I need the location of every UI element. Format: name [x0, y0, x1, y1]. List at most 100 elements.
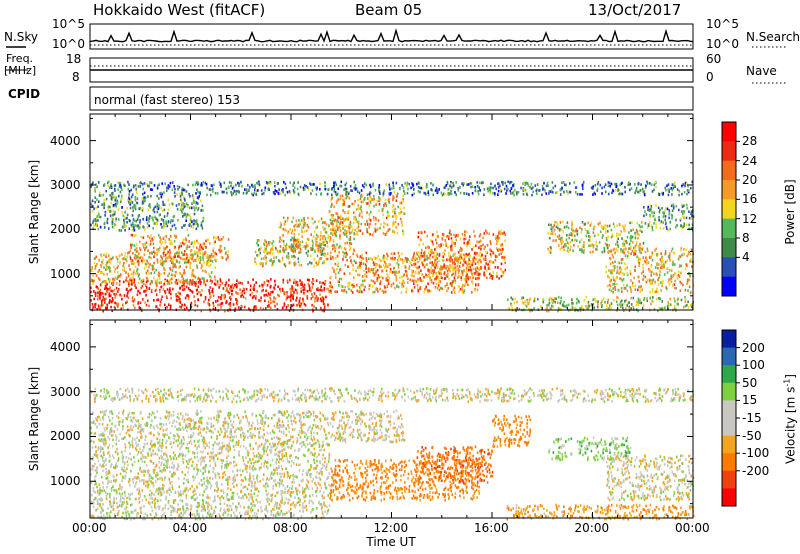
scatter-cell	[417, 260, 419, 264]
scatter-cell	[256, 239, 259, 242]
scatter-cell	[283, 249, 285, 252]
scatter-cell	[235, 285, 238, 289]
scatter-cell	[379, 287, 381, 291]
scatter-cell	[597, 302, 599, 306]
scatter-cell	[281, 256, 284, 260]
scatter-cell	[545, 184, 548, 188]
scatter-cell	[642, 242, 645, 245]
scatter-cell	[651, 228, 654, 232]
scatter-cell	[383, 204, 385, 207]
scatter-cell	[385, 216, 388, 220]
scatter-cell	[241, 184, 243, 188]
scatter-cell	[108, 288, 110, 291]
scatter-cell	[622, 242, 624, 246]
scatter-cell	[677, 274, 680, 277]
scatter-cell	[603, 249, 606, 252]
scatter-cell	[495, 235, 497, 238]
scatter-cell	[317, 260, 320, 263]
scatter-cell	[202, 216, 205, 220]
scatter-cell	[330, 275, 332, 279]
scatter-cell	[608, 288, 611, 291]
scatter-cell	[210, 281, 213, 285]
scatter-cell	[191, 291, 194, 294]
scatter-cell	[491, 277, 494, 280]
scatter-cell	[352, 282, 355, 286]
scatter-cell	[184, 223, 186, 227]
scatter-cell	[392, 205, 394, 208]
scatter-cell	[169, 256, 172, 259]
scatter-cell	[128, 193, 131, 196]
scatter-cell	[342, 231, 345, 235]
scatter-cell	[567, 303, 570, 307]
scatter-cell	[163, 247, 165, 251]
scatter-cell	[108, 299, 111, 302]
scatter-cell	[138, 257, 140, 260]
scatter-cell	[214, 278, 217, 282]
scatter-cell	[574, 306, 577, 310]
scatter-cell	[140, 286, 142, 290]
scatter-cell	[498, 236, 501, 240]
scatter-cell	[220, 294, 223, 297]
scatter-cell	[109, 286, 111, 289]
scatter-cell	[214, 251, 217, 255]
scatter-cell	[614, 279, 616, 283]
scatter-cell	[516, 192, 518, 196]
scatter-cell	[170, 239, 172, 243]
scatter-cell	[294, 244, 297, 247]
scatter-cell	[354, 215, 357, 219]
scatter-cell	[119, 275, 121, 278]
scatter-cell	[244, 305, 246, 309]
scatter-cell	[162, 200, 164, 204]
scatter-cell	[307, 244, 309, 248]
scatter-cell	[254, 188, 256, 192]
scatter-cell	[666, 304, 669, 308]
scatter-cell	[234, 190, 236, 193]
scatter-cell	[394, 273, 396, 277]
scatter-cell	[119, 181, 122, 185]
scatter-cell	[401, 258, 404, 262]
scatter-cell	[167, 250, 169, 254]
scatter-cell	[193, 281, 196, 284]
scatter-cell	[302, 245, 305, 248]
scatter-cell	[647, 261, 650, 264]
scatter-cell	[172, 287, 174, 291]
scatter-cell	[203, 300, 205, 304]
scatter-cell	[621, 250, 624, 253]
scatter-cell	[170, 292, 172, 296]
scatter-cell	[661, 256, 663, 259]
scatter-cell	[142, 218, 145, 221]
scatter-cell	[450, 291, 453, 294]
scatter-cell	[369, 195, 372, 199]
scatter-cell	[406, 257, 408, 260]
scatter-cell	[326, 252, 329, 255]
scatter-cell	[263, 247, 266, 250]
scatter-cell	[547, 247, 549, 251]
scatter-cell	[131, 233, 134, 237]
scatter-cell	[310, 233, 312, 236]
scatter-cell	[565, 225, 568, 228]
scatter-cell	[554, 184, 557, 188]
scatter-cell	[388, 262, 390, 266]
scatter-cell	[629, 221, 631, 225]
scatter-cell	[613, 247, 616, 251]
scatter-cell	[307, 289, 310, 293]
scatter-cell	[665, 221, 667, 225]
scatter-cell	[130, 195, 133, 199]
scatter-cell	[285, 229, 288, 233]
scatter-cell	[167, 208, 170, 212]
scatter-cell	[514, 188, 516, 192]
scatter-cell	[310, 289, 312, 293]
scatter-cell	[678, 208, 680, 212]
scatter-cell	[686, 281, 689, 284]
scatter-cell	[161, 182, 163, 185]
scatter-cell	[400, 291, 403, 294]
scatter-cell	[274, 304, 276, 308]
scatter-cell	[267, 300, 270, 304]
scatter-cell	[645, 184, 647, 188]
scatter-cell	[646, 258, 648, 262]
scatter-cell	[479, 245, 481, 248]
scatter-cell	[213, 254, 215, 258]
scatter-cell	[222, 287, 225, 290]
scatter-cell	[381, 209, 384, 213]
scatter-cell	[317, 287, 319, 290]
